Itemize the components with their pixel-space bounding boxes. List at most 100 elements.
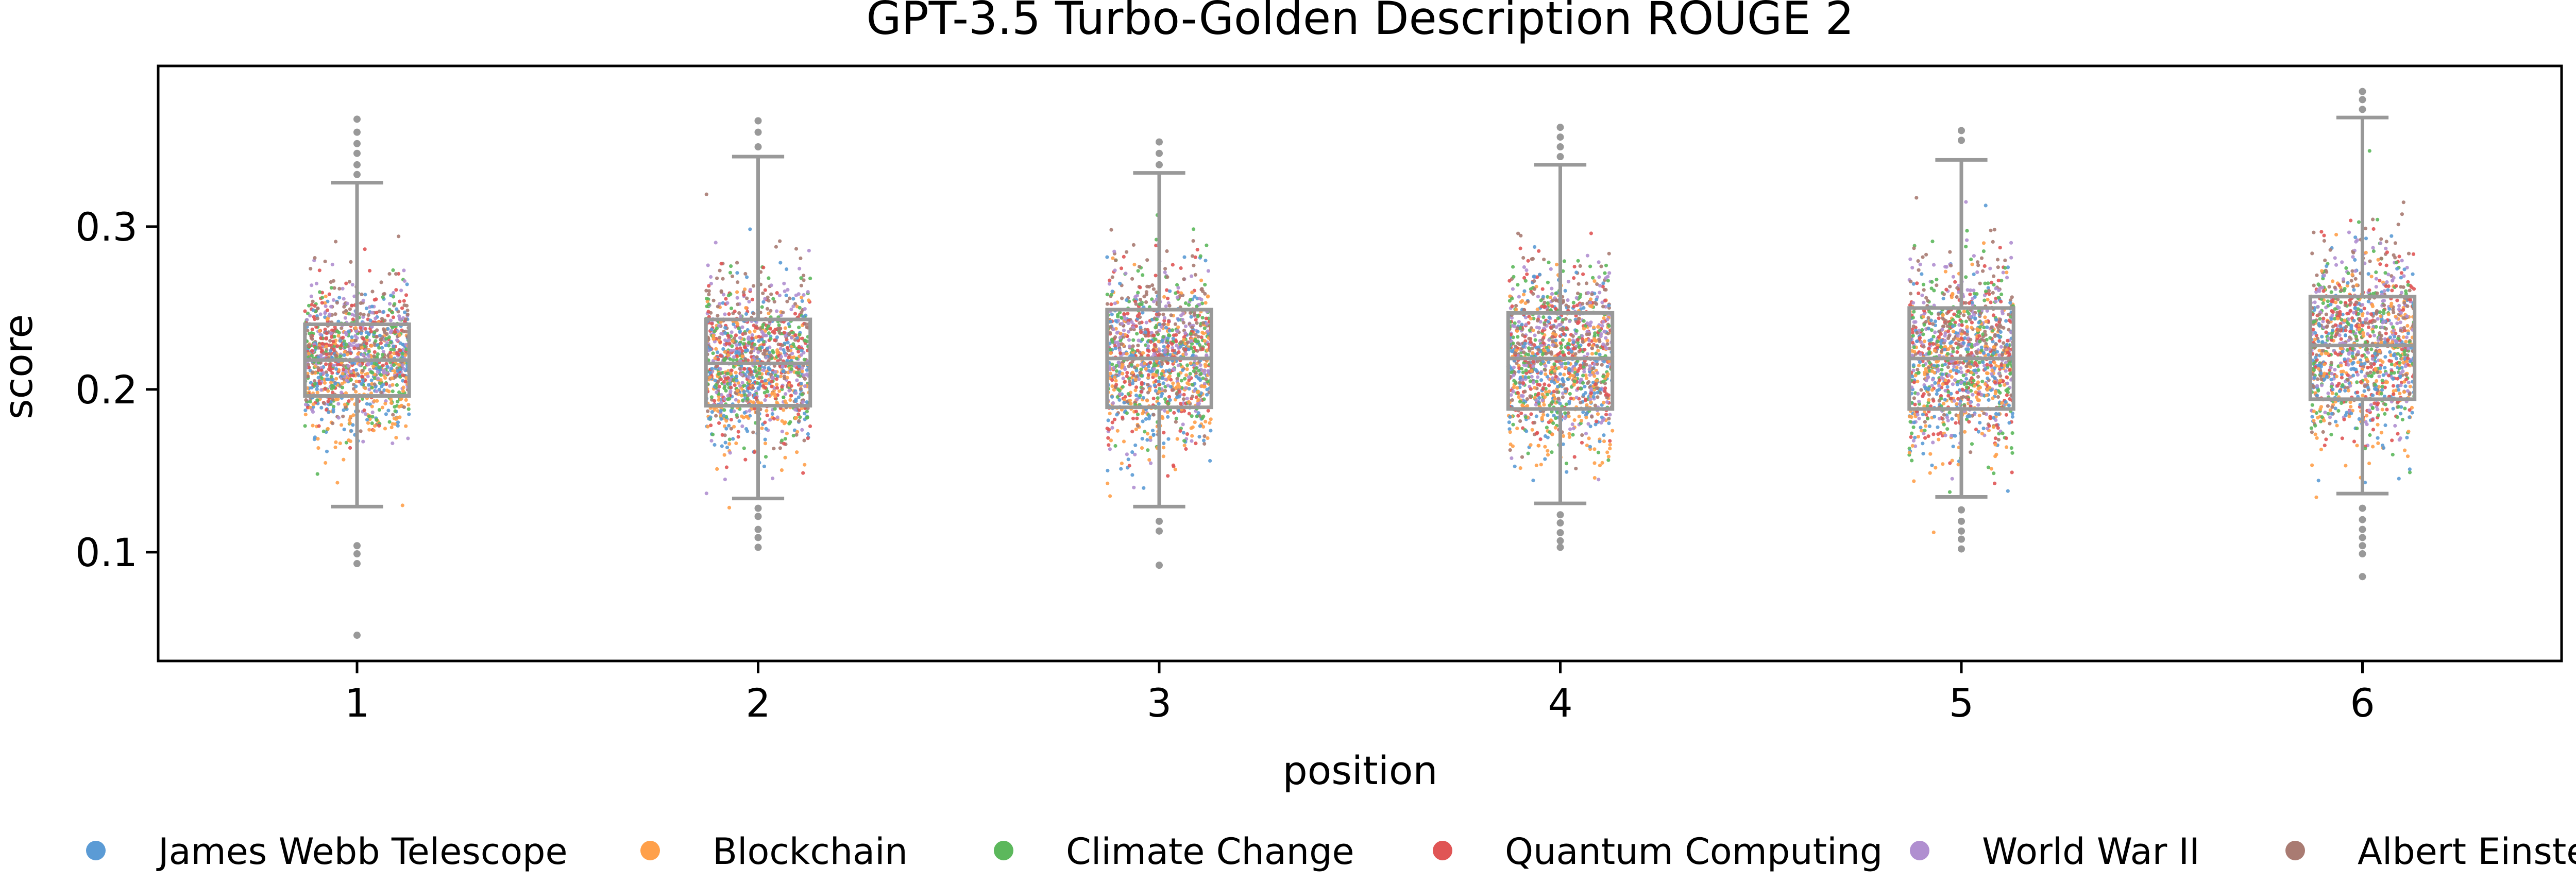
strip-point <box>1205 393 1209 397</box>
strip-point <box>381 363 385 368</box>
strip-point <box>2004 319 2008 323</box>
strip-point <box>1142 486 1146 490</box>
strip-point <box>1153 383 1157 387</box>
strip-point <box>802 438 806 443</box>
strip-point <box>1566 298 1570 302</box>
strip-point <box>319 346 323 350</box>
strip-point <box>1509 442 1513 447</box>
strip-point <box>380 352 385 357</box>
strip-point <box>1523 301 1528 305</box>
strip-point <box>341 371 345 376</box>
strip-point <box>1577 316 1581 321</box>
strip-point <box>1521 394 1525 398</box>
strip-point <box>1598 329 1602 333</box>
strip-point <box>1191 353 1195 358</box>
strip-point <box>794 399 798 403</box>
strip-point <box>721 347 725 351</box>
strip-point <box>1152 352 1156 356</box>
strip-point <box>1181 431 1185 435</box>
strip-point <box>780 438 784 443</box>
strip-point <box>1146 348 1150 352</box>
strip-point <box>1589 231 1593 235</box>
strip-point <box>723 312 727 316</box>
strip-point <box>1114 258 1118 262</box>
strip-point <box>794 293 798 297</box>
strip-point <box>1164 304 1168 309</box>
strip-point <box>367 268 372 273</box>
strip-point <box>1536 330 1540 334</box>
strip-point <box>341 414 345 418</box>
strip-point <box>1200 316 1205 320</box>
strip-point <box>737 326 741 331</box>
strip-point <box>373 424 377 428</box>
strip-point <box>1116 313 1120 317</box>
strip-point <box>1521 381 1526 385</box>
strip-point <box>1108 331 1112 335</box>
strip-point <box>803 338 807 343</box>
strip-point <box>1118 331 1123 335</box>
strip-point <box>342 353 346 358</box>
strip-point <box>315 472 319 476</box>
strip-point <box>1586 422 1590 426</box>
strip-point <box>1198 254 1202 258</box>
strip-point <box>349 260 353 264</box>
strip-point <box>715 276 719 280</box>
strip-point <box>1125 298 1129 302</box>
strip-point <box>748 379 752 383</box>
strip-point <box>1595 302 1599 306</box>
strip-point <box>1508 430 1512 434</box>
strip-point <box>1133 443 1138 447</box>
strip-point <box>369 330 374 334</box>
strip-point <box>1544 364 1548 368</box>
strip-point <box>1123 380 1127 384</box>
strip-point <box>393 405 397 409</box>
strip-point <box>1603 271 1607 275</box>
strip-point <box>772 300 776 304</box>
strip-point <box>1111 256 1115 260</box>
strip-point <box>767 311 771 315</box>
strip-point <box>800 310 804 314</box>
strip-point <box>1139 330 1143 334</box>
strip-point <box>1136 363 1140 367</box>
strip-point <box>359 331 363 335</box>
strip-point <box>328 368 333 372</box>
strip-point <box>1605 342 1609 346</box>
strip-point <box>1513 351 1517 355</box>
strip-point <box>1121 376 1125 381</box>
strip-point <box>769 337 773 341</box>
strip-point <box>749 350 753 354</box>
strip-point <box>403 380 408 384</box>
strip-point <box>1141 396 1145 400</box>
strip-point <box>1201 438 1206 443</box>
strip-point <box>1198 424 1202 428</box>
strip-point <box>1208 459 1212 463</box>
strip-point <box>1165 275 1170 279</box>
strip-point <box>1133 388 1138 393</box>
strip-point <box>1124 271 1128 276</box>
strip-point <box>714 365 718 369</box>
strip-point <box>783 420 787 424</box>
strip-point <box>1550 432 1554 436</box>
strip-point <box>1171 328 1175 332</box>
strip-point <box>716 409 720 413</box>
strip-point <box>794 356 799 361</box>
strip-point <box>744 306 748 310</box>
strip-point <box>1166 437 1171 441</box>
strip-point <box>731 437 735 441</box>
strip-point <box>743 271 748 276</box>
strip-point <box>1572 379 1577 383</box>
strip-point <box>325 377 329 381</box>
strip-point <box>745 415 749 419</box>
strip-point <box>709 423 713 428</box>
strip-point <box>1166 333 1171 337</box>
strip-point <box>737 399 741 403</box>
strip-point <box>375 343 379 347</box>
strip-point <box>324 370 328 375</box>
strip-point <box>1142 361 1146 365</box>
strip-point <box>1537 396 1541 400</box>
strip-point <box>1125 411 1129 415</box>
strip-point <box>307 365 311 369</box>
strip-point <box>347 418 351 422</box>
strip-point <box>743 457 748 462</box>
strip-point <box>1179 340 1183 344</box>
